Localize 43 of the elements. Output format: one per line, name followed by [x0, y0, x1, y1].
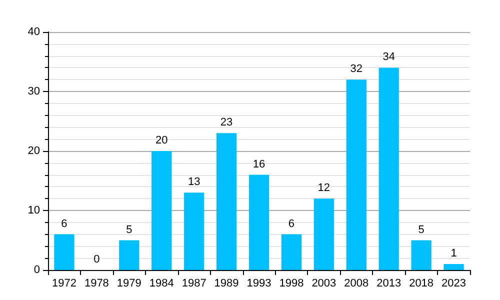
bar [184, 192, 204, 270]
x-tick-label: 2018 [409, 278, 434, 290]
x-tick-label: 2008 [344, 278, 369, 290]
data-label: 32 [350, 63, 363, 76]
bar [314, 198, 334, 270]
data-label: 6 [61, 218, 68, 230]
data-label: 16 [252, 158, 266, 170]
x-tick-label: 1987 [182, 278, 206, 290]
data-label: 6 [288, 218, 295, 230]
bar [54, 234, 74, 270]
data-label: 13 [188, 176, 200, 188]
data-label: 1 [450, 248, 457, 260]
x-tick-label: 2013 [376, 278, 402, 290]
x-tick-label: 1993 [246, 278, 272, 290]
data-label: 12 [318, 182, 330, 194]
bar [152, 151, 172, 270]
y-tick-label: 0 [34, 264, 40, 276]
data-label: 23 [220, 116, 233, 129]
y-tick-label: 20 [28, 145, 40, 157]
bar [411, 240, 432, 270]
x-tick-label: 1998 [279, 278, 304, 290]
x-tick-label: 2023 [442, 278, 466, 290]
x-tick-label: 2003 [312, 278, 336, 290]
data-label: 34 [382, 51, 395, 64]
data-label: 5 [126, 224, 132, 236]
bar [378, 68, 399, 270]
y-tick-label: 30 [28, 86, 40, 98]
bar [248, 174, 270, 270]
bar [346, 80, 366, 270]
bar [444, 264, 464, 270]
x-tick-label: 1972 [52, 278, 76, 290]
data-label: 20 [155, 134, 168, 146]
data-label: 0 [94, 254, 100, 266]
x-tick-label: 1979 [116, 278, 142, 290]
bar [216, 133, 237, 270]
x-tick-label: 1989 [214, 278, 239, 290]
bar [281, 234, 302, 270]
x-tick-label: 1978 [84, 278, 109, 290]
y-tick-label: 10 [28, 204, 40, 216]
x-tick-label: 1984 [149, 278, 174, 290]
data-label: 5 [418, 224, 424, 236]
y-tick-label: 40 [28, 26, 40, 38]
bar [119, 240, 140, 270]
